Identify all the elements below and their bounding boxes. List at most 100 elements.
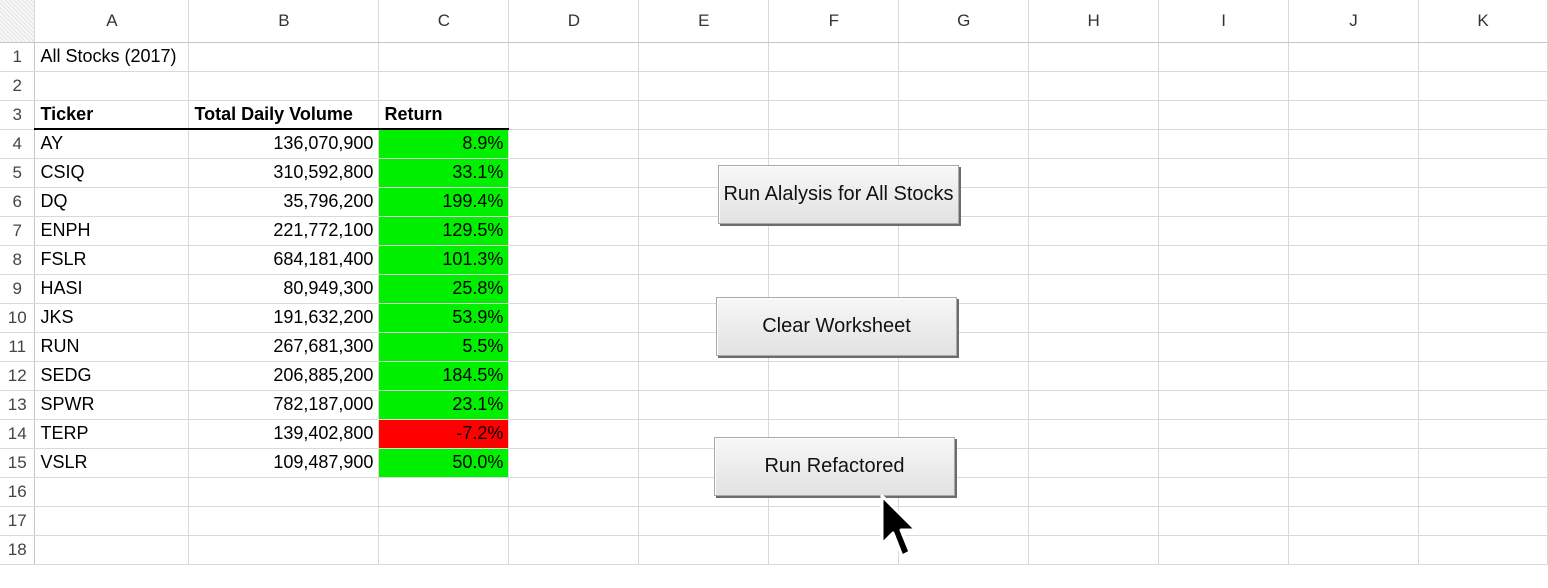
cell-i-8[interactable]: [1158, 245, 1290, 275]
cell-h-3[interactable]: [1028, 100, 1160, 130]
row-header[interactable]: 4: [0, 129, 36, 159]
cell-g-18[interactable]: [898, 535, 1030, 565]
cell-j-12[interactable]: [1288, 361, 1419, 391]
cell-h-9[interactable]: [1028, 274, 1160, 304]
cell-b-12[interactable]: 206,885,200: [188, 361, 380, 391]
cell-g-3[interactable]: [898, 100, 1030, 130]
cell-k-2[interactable]: [1418, 71, 1548, 101]
cell-i-5[interactable]: [1158, 158, 1290, 188]
cell-e-4[interactable]: [638, 129, 770, 159]
cell-b-1[interactable]: [188, 42, 380, 72]
cell-i-14[interactable]: [1158, 419, 1290, 449]
cell-a-1[interactable]: All Stocks (2017): [34, 42, 190, 72]
cell-b-2[interactable]: [188, 71, 380, 101]
row-header[interactable]: 8: [0, 245, 36, 275]
cell-c-10[interactable]: 53.9%: [378, 303, 510, 333]
cell-a-13[interactable]: SPWR: [34, 390, 190, 420]
cell-h-13[interactable]: [1028, 390, 1160, 420]
cell-j-16[interactable]: [1288, 477, 1419, 507]
cell-h-2[interactable]: [1028, 71, 1160, 101]
cell-e-12[interactable]: [638, 361, 770, 391]
cell-k-18[interactable]: [1418, 535, 1548, 565]
column-header-c[interactable]: C: [378, 0, 510, 43]
cell-i-4[interactable]: [1158, 129, 1290, 159]
row-header[interactable]: 16: [0, 477, 36, 507]
row-header[interactable]: 7: [0, 216, 36, 246]
cell-e-2[interactable]: [638, 71, 770, 101]
cell-h-4[interactable]: [1028, 129, 1160, 159]
cell-e-17[interactable]: [638, 506, 770, 536]
cell-a-5[interactable]: CSIQ: [34, 158, 190, 188]
cell-i-10[interactable]: [1158, 303, 1290, 333]
cell-g-13[interactable]: [898, 390, 1030, 420]
cell-h-15[interactable]: [1028, 448, 1160, 478]
cell-b-10[interactable]: 191,632,200: [188, 303, 380, 333]
cell-f-1[interactable]: [768, 42, 900, 72]
run-analysis-all-stocks-button[interactable]: Run Alalysis for All Stocks: [718, 165, 959, 224]
cell-a-6[interactable]: DQ: [34, 187, 190, 217]
cell-f-8[interactable]: [768, 245, 900, 275]
cell-d-13[interactable]: [508, 390, 640, 420]
cell-i-7[interactable]: [1158, 216, 1290, 246]
cell-h-18[interactable]: [1028, 535, 1160, 565]
cell-k-8[interactable]: [1418, 245, 1548, 275]
cell-b-14[interactable]: 139,402,800: [188, 419, 380, 449]
cell-b-8[interactable]: 684,181,400: [188, 245, 380, 275]
cell-d-8[interactable]: [508, 245, 640, 275]
cell-b-16[interactable]: [188, 477, 380, 507]
cell-f-3[interactable]: [768, 100, 900, 130]
cell-d-10[interactable]: [508, 303, 640, 333]
cell-j-7[interactable]: [1288, 216, 1419, 246]
cell-k-17[interactable]: [1418, 506, 1548, 536]
cell-c-14[interactable]: -7.2%: [378, 419, 510, 449]
cell-c-15[interactable]: 50.0%: [378, 448, 510, 478]
cell-d-6[interactable]: [508, 187, 640, 217]
row-header[interactable]: 9: [0, 274, 36, 304]
cell-c-8[interactable]: 101.3%: [378, 245, 510, 275]
cell-j-18[interactable]: [1288, 535, 1419, 565]
cell-a-2[interactable]: [34, 71, 190, 101]
cell-j-8[interactable]: [1288, 245, 1419, 275]
cell-f-4[interactable]: [768, 129, 900, 159]
cell-j-10[interactable]: [1288, 303, 1419, 333]
cell-a-4[interactable]: AY: [34, 129, 190, 159]
cell-i-3[interactable]: [1158, 100, 1290, 130]
cell-h-8[interactable]: [1028, 245, 1160, 275]
row-header[interactable]: 5: [0, 158, 36, 188]
cell-i-2[interactable]: [1158, 71, 1290, 101]
cell-g-17[interactable]: [898, 506, 1030, 536]
cell-b-3[interactable]: Total Daily Volume: [188, 100, 380, 130]
cell-a-11[interactable]: RUN: [34, 332, 190, 362]
cell-a-17[interactable]: [34, 506, 190, 536]
row-header[interactable]: 10: [0, 303, 36, 333]
cell-a-14[interactable]: TERP: [34, 419, 190, 449]
cell-c-17[interactable]: [378, 506, 510, 536]
cell-j-5[interactable]: [1288, 158, 1419, 188]
cell-f-18[interactable]: [768, 535, 900, 565]
cell-k-13[interactable]: [1418, 390, 1548, 420]
row-header[interactable]: 14: [0, 419, 36, 449]
cell-g-8[interactable]: [898, 245, 1030, 275]
cell-c-7[interactable]: 129.5%: [378, 216, 510, 246]
cell-a-10[interactable]: JKS: [34, 303, 190, 333]
cell-i-13[interactable]: [1158, 390, 1290, 420]
cell-k-12[interactable]: [1418, 361, 1548, 391]
row-header[interactable]: 15: [0, 448, 36, 478]
column-header-a[interactable]: A: [34, 0, 190, 43]
row-header[interactable]: 3: [0, 100, 36, 130]
cell-h-7[interactable]: [1028, 216, 1160, 246]
cell-j-1[interactable]: [1288, 42, 1419, 72]
cell-j-3[interactable]: [1288, 100, 1419, 130]
cell-j-17[interactable]: [1288, 506, 1419, 536]
cell-b-17[interactable]: [188, 506, 380, 536]
cell-h-17[interactable]: [1028, 506, 1160, 536]
cell-k-4[interactable]: [1418, 129, 1548, 159]
cell-c-5[interactable]: 33.1%: [378, 158, 510, 188]
cell-b-5[interactable]: 310,592,800: [188, 158, 380, 188]
cell-c-11[interactable]: 5.5%: [378, 332, 510, 362]
cell-h-5[interactable]: [1028, 158, 1160, 188]
row-header[interactable]: 13: [0, 390, 36, 420]
cell-b-6[interactable]: 35,796,200: [188, 187, 380, 217]
select-all-corner[interactable]: [0, 0, 36, 43]
cell-j-15[interactable]: [1288, 448, 1419, 478]
